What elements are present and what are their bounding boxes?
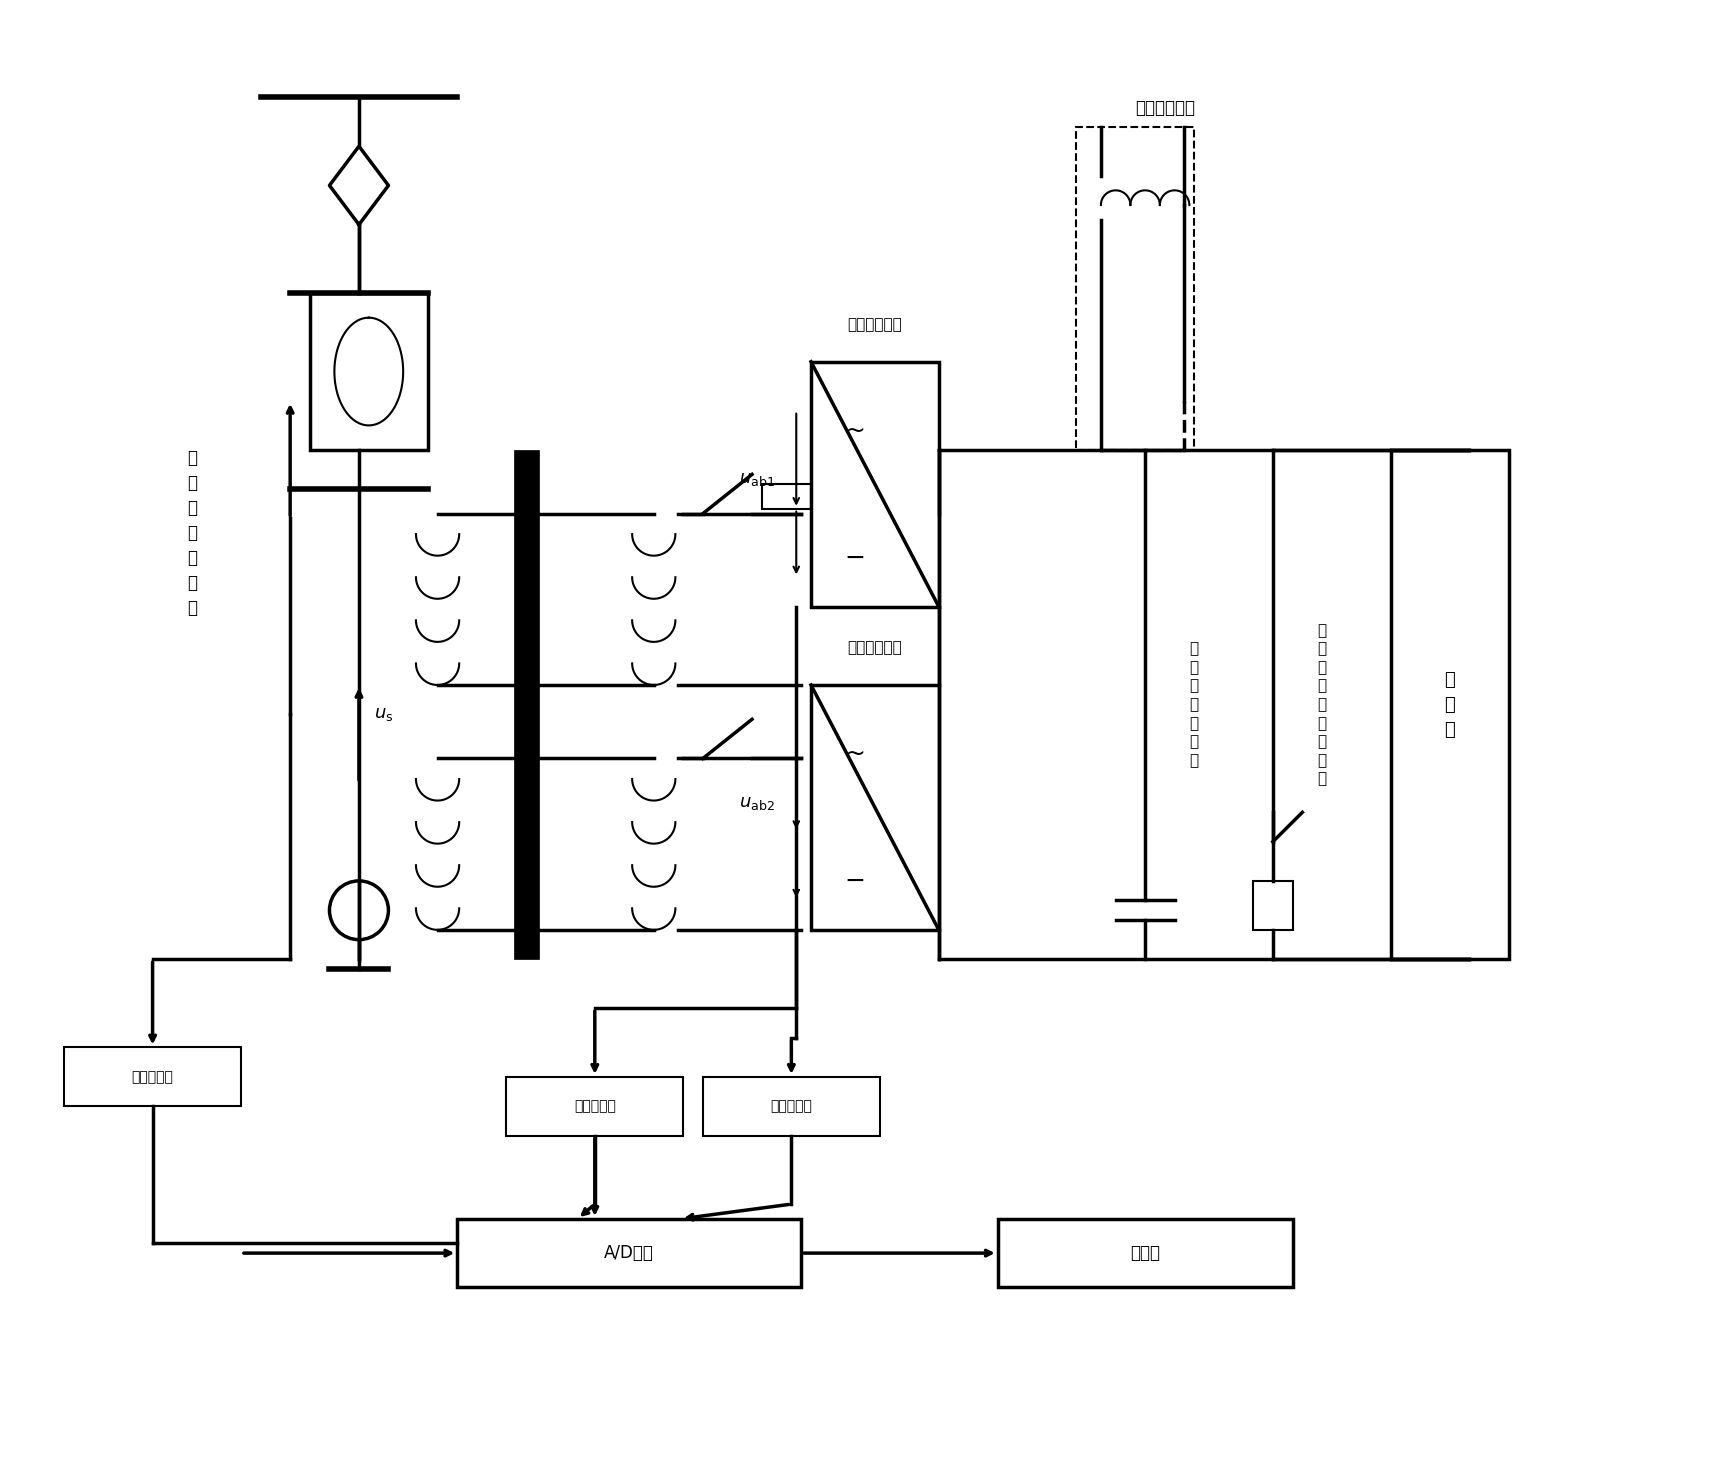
Text: 四象限变流器: 四象限变流器 — [847, 641, 903, 656]
Text: ~: ~ — [845, 419, 866, 442]
Bar — [1391, 449, 1509, 959]
Bar — [64, 1047, 241, 1107]
Text: A/D转换: A/D转换 — [604, 1244, 654, 1262]
Bar — [703, 1078, 880, 1136]
Text: 直
流
滤
波
电
容
器: 直 流 滤 波 电 容 器 — [1189, 641, 1200, 769]
Bar — [762, 485, 811, 508]
Text: 二次滤波支路: 二次滤波支路 — [1135, 100, 1194, 117]
Text: $u_{\rm ab2}$: $u_{\rm ab2}$ — [740, 793, 774, 811]
Text: −: − — [845, 870, 866, 893]
Text: −: − — [845, 546, 866, 569]
Text: 电压传感器: 电压传感器 — [771, 1099, 812, 1113]
Bar — [309, 293, 427, 449]
Bar — [811, 362, 939, 606]
Text: 电压传感器: 电压传感器 — [132, 1070, 174, 1083]
Text: 处理器: 处理器 — [1130, 1244, 1160, 1262]
Text: $u_{\rm ab1}$: $u_{\rm ab1}$ — [740, 470, 774, 489]
Bar — [1253, 881, 1293, 930]
Text: $u_{\rm s}$: $u_{\rm s}$ — [373, 706, 392, 723]
Bar — [457, 1220, 802, 1287]
Bar — [514, 449, 538, 959]
Text: 电
机
侧: 电 机 侧 — [1444, 671, 1455, 738]
Text: 车
载
牵
引
变
压
器: 车 载 牵 引 变 压 器 — [187, 449, 196, 618]
Text: 四象限变流器: 四象限变流器 — [847, 318, 903, 332]
Bar — [1076, 127, 1194, 449]
Text: ~: ~ — [845, 742, 866, 766]
Text: 电压传感器: 电压传感器 — [575, 1099, 616, 1113]
Text: 瞬
时
过
电
压
保
护
电
路: 瞬 时 过 电 压 保 护 电 路 — [1318, 622, 1326, 786]
Bar — [507, 1078, 684, 1136]
Bar — [811, 685, 939, 930]
Bar — [998, 1220, 1293, 1287]
